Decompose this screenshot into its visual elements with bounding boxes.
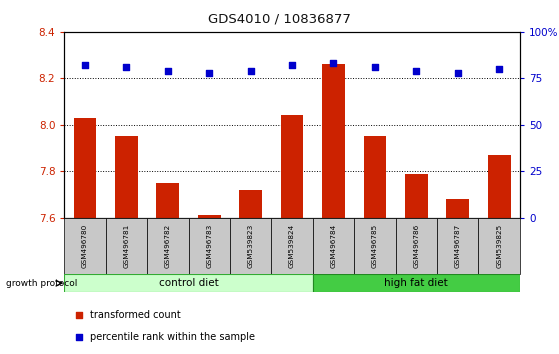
Bar <box>437 218 479 274</box>
Text: GSM496782: GSM496782 <box>165 224 171 268</box>
Text: GSM496781: GSM496781 <box>124 224 130 268</box>
Bar <box>74 118 96 218</box>
Point <box>453 70 462 76</box>
Bar <box>405 173 428 218</box>
Text: GSM496785: GSM496785 <box>372 224 378 268</box>
Bar <box>446 199 469 218</box>
Bar <box>188 218 230 274</box>
Bar <box>488 155 510 218</box>
Point <box>288 63 297 68</box>
Point <box>246 68 255 74</box>
Bar <box>396 218 437 274</box>
Bar <box>230 218 271 274</box>
Text: GSM539825: GSM539825 <box>496 224 502 268</box>
Text: growth protocol: growth protocol <box>6 279 77 288</box>
Text: GSM539823: GSM539823 <box>248 224 254 268</box>
Text: control diet: control diet <box>159 278 219 288</box>
Text: GDS4010 / 10836877: GDS4010 / 10836877 <box>208 12 351 25</box>
Bar <box>157 183 179 218</box>
Text: GSM496780: GSM496780 <box>82 224 88 268</box>
Text: GSM496784: GSM496784 <box>330 224 337 268</box>
Bar <box>198 215 221 218</box>
Bar <box>106 218 147 274</box>
Point <box>163 68 172 74</box>
Bar <box>271 218 313 274</box>
Point <box>372 0 381 4</box>
Text: high fat diet: high fat diet <box>385 278 448 288</box>
Bar <box>239 190 262 218</box>
Text: percentile rank within the sample: percentile rank within the sample <box>90 332 255 342</box>
Point <box>495 66 504 72</box>
Bar <box>479 218 520 274</box>
Text: transformed count: transformed count <box>90 310 181 320</box>
Bar <box>322 64 345 218</box>
Point <box>329 61 338 66</box>
Text: GSM496783: GSM496783 <box>206 224 212 268</box>
Bar <box>354 218 396 274</box>
Bar <box>64 274 313 292</box>
Bar <box>64 218 106 274</box>
Bar <box>313 218 354 274</box>
Point <box>205 70 214 76</box>
Bar <box>363 136 386 218</box>
Bar <box>115 136 138 218</box>
Text: GSM496786: GSM496786 <box>413 224 419 268</box>
Text: GSM496787: GSM496787 <box>454 224 461 268</box>
Bar <box>147 218 188 274</box>
Point <box>372 197 381 202</box>
Point <box>122 64 131 70</box>
Bar <box>281 115 304 218</box>
Bar <box>313 274 520 292</box>
Text: GSM539824: GSM539824 <box>289 224 295 268</box>
Point <box>412 68 421 74</box>
Point <box>80 63 89 68</box>
Point <box>371 64 380 70</box>
